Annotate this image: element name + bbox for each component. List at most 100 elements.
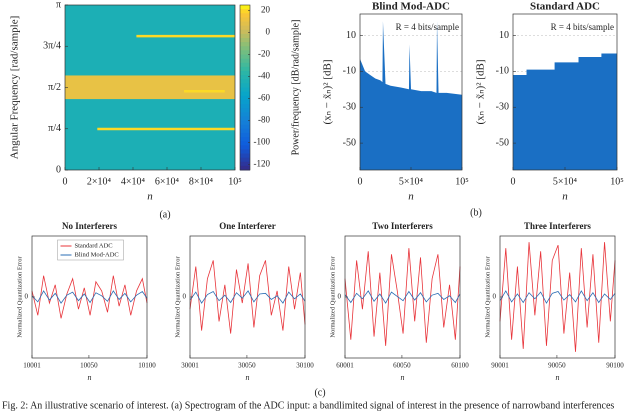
- colorbar-tick-label: -120: [254, 159, 271, 169]
- colorbar-segment: [240, 50, 250, 55]
- series-line: [189, 260, 306, 334]
- colorbar-segment: [240, 17, 250, 22]
- x-axis-label: n: [562, 191, 568, 203]
- y-tick-label: π: [56, 0, 61, 10]
- y-tick-label: -50: [343, 137, 356, 148]
- colorbar-segment: [240, 29, 250, 35]
- colorbar-segment: [240, 112, 250, 117]
- x-tick-label: 5×10⁴: [399, 176, 424, 187]
- x-tick-label: 10100: [138, 362, 156, 370]
- y-axis-label: Normalized Quantization Error: [329, 256, 336, 338]
- y-tick-label: 0: [338, 293, 342, 301]
- colorbar-segment: [240, 149, 250, 154]
- y-tick-label: 0: [183, 293, 187, 301]
- chart-title: Three Interferers: [524, 221, 591, 231]
- chart-title: No Interferers: [62, 221, 118, 231]
- y-tick-label: π/2: [48, 82, 61, 93]
- y-tick-label: 10: [499, 30, 509, 41]
- colorbar-segment: [240, 104, 250, 109]
- legend-label: Blind Mod-ADC: [75, 251, 119, 258]
- annotation: R = 4 bits/sample: [551, 22, 614, 32]
- series-line: [499, 242, 616, 352]
- colorbar-tick-label: -60: [258, 93, 270, 103]
- colorbar-segment: [240, 132, 250, 138]
- series-line: [189, 290, 306, 304]
- y-axis-label: Angular Frequency [rad/sample]: [9, 16, 21, 160]
- colorbar-segment: [240, 145, 250, 150]
- colorbar-segment: [240, 128, 250, 134]
- x-tick-label: 8×10⁴: [189, 176, 214, 187]
- colorbar-segment: [240, 120, 250, 126]
- axes-frame: [189, 235, 306, 359]
- colorbar-segment: [240, 42, 250, 47]
- y-tick-label: -30: [343, 102, 356, 113]
- annotation: R = 4 bits/sample: [396, 22, 459, 32]
- x-tick-label: 90001: [491, 362, 509, 370]
- y-axis-label: (xₙ − x̃ₙ)² [dB]: [322, 59, 334, 124]
- y-tick-label: 0: [25, 293, 29, 301]
- x-axis-label: n: [401, 373, 405, 382]
- colorbar-segment: [240, 124, 250, 130]
- x-tick-label: 90100: [606, 362, 624, 370]
- y-axis-label: (xₙ − x̃ₙ)² [dB]: [475, 59, 487, 124]
- colorbar-segment: [240, 33, 250, 39]
- panel-label: (a): [159, 209, 170, 220]
- y-tick-label: 0: [56, 164, 61, 175]
- series-line: [499, 290, 616, 304]
- x-tick-label: 10050: [80, 362, 98, 370]
- x-tick-label: 10⁵: [455, 176, 469, 187]
- x-axis-label: n: [88, 373, 92, 382]
- x-tick-label: 60001: [336, 362, 354, 370]
- chart-title: Blind Mod-ADC: [372, 1, 450, 13]
- colorbar-segment: [240, 99, 250, 105]
- x-tick-label: 4×10⁴: [121, 176, 146, 187]
- colorbar-segment: [240, 71, 250, 76]
- y-tick-label: 0: [493, 293, 497, 301]
- colorbar-segment: [240, 153, 250, 159]
- signal-band: [65, 75, 235, 100]
- x-axis-label: n: [246, 373, 250, 382]
- y-axis-label: Normalized Quantization Error: [16, 256, 23, 338]
- error-area: [360, 21, 462, 171]
- y-tick-label: -10: [496, 66, 509, 77]
- colorbar-segment: [240, 79, 250, 84]
- colorbar-tick-label: 0: [266, 27, 271, 37]
- colorbar-segment: [240, 83, 250, 88]
- colorbar-segment: [240, 87, 250, 93]
- colorbar-segment: [240, 137, 250, 142]
- series-line: [344, 290, 461, 304]
- x-tick-label: 30001: [181, 362, 199, 370]
- y-tick-label: π/4: [48, 123, 61, 134]
- error-area: [513, 53, 617, 171]
- colorbar-segment: [240, 157, 250, 163]
- legend-box: [57, 239, 124, 261]
- colorbar-tick-label: -20: [258, 49, 270, 59]
- panel-label: (b): [470, 207, 482, 218]
- colorbar-segment: [240, 165, 250, 171]
- x-tick-label: 0: [511, 176, 516, 187]
- y-tick-label: 3π/4: [43, 41, 61, 52]
- colorbar-segment: [240, 9, 250, 14]
- colorbar-segment: [240, 108, 250, 113]
- colorbar-tick-label: -100: [254, 137, 271, 147]
- x-tick-label: 30050: [238, 362, 256, 370]
- x-tick-label: 10⁵: [228, 176, 242, 187]
- x-axis-label: n: [556, 373, 560, 382]
- colorbar-tick-label: -40: [258, 71, 270, 81]
- colorbar-label: Power/frequency [dB/rad/sample]: [290, 20, 301, 156]
- colorbar-segment: [240, 161, 250, 167]
- x-tick-label: 2×10⁴: [87, 176, 112, 187]
- x-tick-label: 10001: [23, 362, 41, 370]
- x-tick-label: 60100: [451, 362, 469, 370]
- colorbar-segment: [240, 141, 250, 146]
- x-tick-label: 6×10⁴: [155, 176, 180, 187]
- colorbar-segment: [240, 91, 250, 97]
- colorbar-frame: [239, 4, 251, 171]
- x-tick-label: 0: [63, 176, 68, 187]
- legend-label: Standard ADC: [75, 242, 113, 249]
- y-tick-label: -30: [496, 102, 509, 113]
- x-axis-label: n: [408, 191, 414, 203]
- x-tick-label: 30100: [296, 362, 314, 370]
- x-axis-label: n: [147, 191, 153, 203]
- colorbar-segment: [240, 21, 250, 27]
